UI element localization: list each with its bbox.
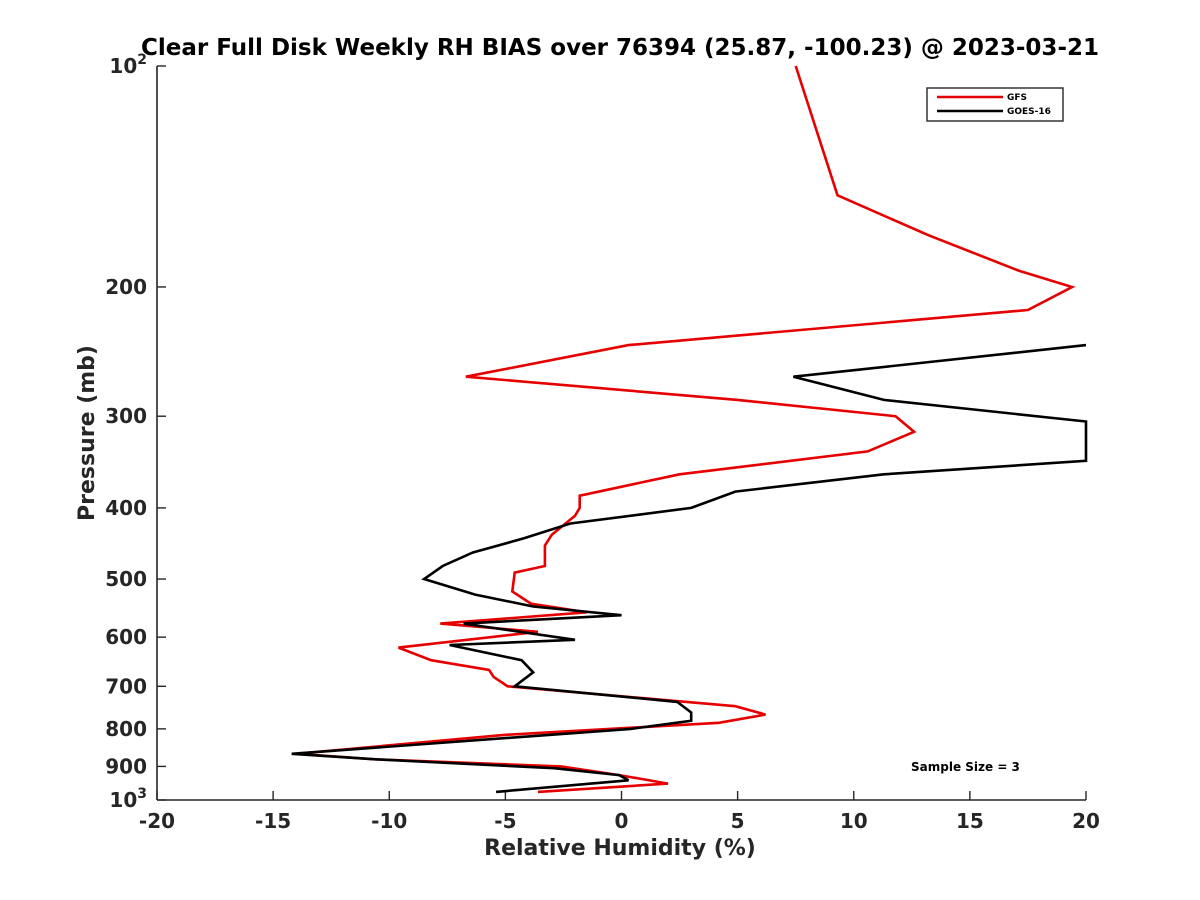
x-tick-label: -15: [255, 809, 291, 833]
y-tick-label: 900: [105, 754, 147, 778]
series-line-goes-16: [291, 343, 1088, 794]
sample-size-annotation: Sample Size = 3: [911, 760, 1020, 774]
y-tick-label: 800: [105, 717, 147, 741]
chart-title: Clear Full Disk Weekly RH BIAS over 7639…: [141, 35, 1099, 61]
x-tick-label: 20: [1072, 809, 1100, 833]
legend-label-gfs: GFS: [1007, 93, 1027, 103]
legend-label-goes16: GOES-16: [1007, 107, 1051, 117]
plot-series: [291, 65, 1088, 794]
y-tick-label: 102: [109, 52, 147, 78]
series-line-gfs: [296, 65, 1076, 794]
y-tick-label: 200: [105, 275, 147, 299]
y-tick-label: 600: [105, 625, 147, 649]
x-tick-label: -5: [494, 809, 516, 833]
x-axis-label: Relative Humidity (%): [484, 836, 756, 861]
x-tick-label: -10: [371, 809, 407, 833]
y-tick-label: 103: [109, 786, 147, 812]
y-axis-label: Pressure (mb): [75, 345, 100, 521]
x-tick-label: -20: [139, 809, 175, 833]
x-tick-label: 5: [731, 809, 745, 833]
y-tick-label: 700: [105, 674, 147, 698]
y-tick-label: 400: [105, 496, 147, 520]
y-tick-label: 300: [105, 404, 147, 428]
x-tick-label: 10: [840, 809, 868, 833]
legend-box: [926, 87, 1064, 122]
plot-axes: -20 -15 -10 -5 0 5 10 15 20 102 200 300 400 500 600 700…: [105, 52, 1100, 833]
x-tick-label: 15: [956, 809, 984, 833]
legend: GFS GOES-16: [926, 87, 1064, 122]
x-tick-label: 0: [615, 809, 629, 833]
y-tick-label: 500: [105, 567, 147, 591]
